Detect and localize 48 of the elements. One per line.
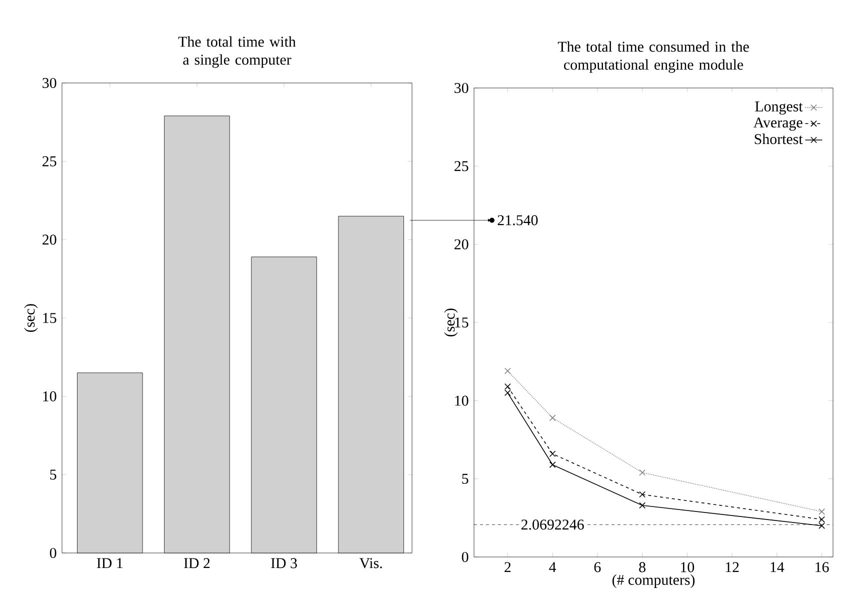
y-tick-label: 5 xyxy=(50,470,56,480)
ref-line-label: 2.0692246 xyxy=(521,520,584,530)
x-tick-label: ID 2 xyxy=(184,558,210,568)
y-tick-label: 10 xyxy=(455,396,468,406)
x-axis-title: (# computers) xyxy=(612,574,695,588)
point xyxy=(639,491,646,498)
legend-label: Shortest xyxy=(754,134,803,144)
point xyxy=(549,450,556,458)
x-tick-label: 14 xyxy=(770,562,784,572)
x-tick-label: 10 xyxy=(681,562,694,572)
point xyxy=(549,462,556,468)
y-tick-label: 25 xyxy=(454,161,468,172)
point xyxy=(818,522,826,529)
x-tick-label: Vis. xyxy=(359,558,382,568)
y-axis-title: (sec) xyxy=(444,308,458,336)
point xyxy=(818,516,826,523)
y-tick-label: 25 xyxy=(42,156,56,166)
y-tick-label: 20 xyxy=(42,234,56,245)
y-tick-label: 15 xyxy=(455,317,468,328)
x-tick-label: ID 3 xyxy=(271,558,297,568)
y-tick-label: 30 xyxy=(42,78,56,88)
x-tick-label: 2 xyxy=(504,562,511,572)
legend-label: Average xyxy=(753,118,802,131)
x-tick-label: 16 xyxy=(816,562,829,572)
x-tick-label: 6 xyxy=(594,562,601,572)
y-axis-title: (sec) xyxy=(24,304,38,332)
point xyxy=(818,508,826,515)
y-tick-label: 20 xyxy=(454,239,468,250)
y-tick-label: 30 xyxy=(454,82,468,94)
point xyxy=(504,390,511,396)
y-tick-label: 0 xyxy=(50,548,56,558)
y-tick-label: 10 xyxy=(43,391,56,402)
point xyxy=(549,414,556,422)
point xyxy=(504,383,511,390)
point xyxy=(504,368,511,374)
y-tick-label: 5 xyxy=(462,474,468,484)
x-tick-label: ID 1 xyxy=(96,558,122,568)
point xyxy=(639,469,646,476)
chart-title: The total time with a single computer xyxy=(178,36,296,68)
y-tick-label: 15 xyxy=(43,312,56,323)
x-tick-label: 12 xyxy=(726,562,739,572)
x-tick-label: 8 xyxy=(639,562,646,572)
annotation: 21.540 xyxy=(498,215,538,226)
x-tick-label: 4 xyxy=(549,562,556,572)
chart-title: The total time consumed in the computational engine module xyxy=(558,41,749,73)
legend-label: Longest xyxy=(755,102,803,115)
y-tick-label: 0 xyxy=(462,552,468,562)
point xyxy=(639,502,646,509)
